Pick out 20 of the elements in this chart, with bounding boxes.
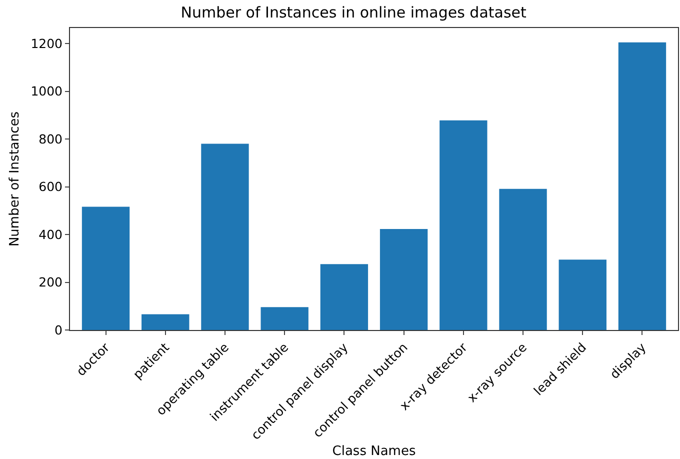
y-tick-label: 600: [38, 179, 63, 194]
y-tick-label: 400: [38, 226, 63, 242]
y-tick-label: 1000: [30, 84, 63, 99]
bar: [499, 188, 547, 330]
y-tick-label: 800: [38, 131, 63, 146]
y-axis-title: Number of Instances: [8, 111, 23, 247]
bar: [380, 229, 428, 330]
bar: [201, 144, 249, 330]
y-tick-label: 1200: [30, 36, 63, 51]
bar: [618, 42, 666, 330]
bar: [142, 314, 190, 330]
y-tick-label: 200: [38, 274, 63, 290]
bar: [440, 120, 488, 330]
y-tick-label: 0: [54, 322, 63, 338]
x-axis-title: Class Names: [332, 444, 416, 459]
bar: [260, 307, 308, 330]
bar: [320, 264, 368, 330]
bar: [82, 206, 130, 330]
chart-title: Number of Instances in online images dataset: [180, 3, 527, 22]
bar: [558, 260, 606, 330]
